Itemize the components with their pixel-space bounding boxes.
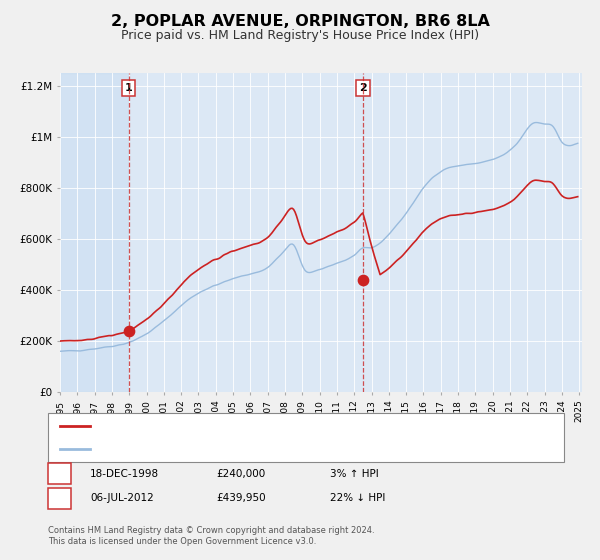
Text: 2: 2	[55, 492, 64, 505]
Text: HPI: Average price, detached house, Bromley: HPI: Average price, detached house, Brom…	[96, 444, 317, 454]
Text: 2: 2	[359, 83, 367, 93]
Text: Price paid vs. HM Land Registry's House Price Index (HPI): Price paid vs. HM Land Registry's House …	[121, 29, 479, 42]
Point	[358, 275, 368, 284]
Text: 2, POPLAR AVENUE, ORPINGTON, BR6 8LA: 2, POPLAR AVENUE, ORPINGTON, BR6 8LA	[110, 14, 490, 29]
Text: 18-DEC-1998: 18-DEC-1998	[90, 469, 159, 479]
Text: 06-JUL-2012: 06-JUL-2012	[90, 493, 154, 503]
Text: 1: 1	[55, 467, 64, 480]
Text: This data is licensed under the Open Government Licence v3.0.: This data is licensed under the Open Gov…	[48, 538, 316, 547]
Text: 1: 1	[125, 83, 133, 93]
Text: 22% ↓ HPI: 22% ↓ HPI	[330, 493, 385, 503]
Text: £240,000: £240,000	[216, 469, 265, 479]
Point	[124, 326, 133, 335]
Bar	[60, 73, 128, 392]
Text: 3% ↑ HPI: 3% ↑ HPI	[330, 469, 379, 479]
Text: Contains HM Land Registry data © Crown copyright and database right 2024.: Contains HM Land Registry data © Crown c…	[48, 526, 374, 535]
Text: 2, POPLAR AVENUE, ORPINGTON, BR6 8LA (detached house): 2, POPLAR AVENUE, ORPINGTON, BR6 8LA (de…	[96, 421, 392, 431]
Text: £439,950: £439,950	[216, 493, 266, 503]
